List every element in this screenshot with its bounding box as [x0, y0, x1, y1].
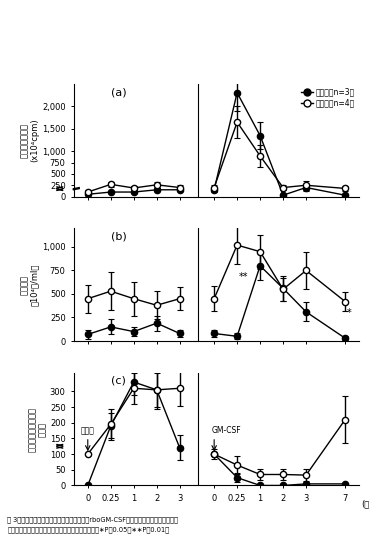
Y-axis label: 乳汁化学発光能
(x10⁴cpm): 乳汁化学発光能 (x10⁴cpm)	[20, 118, 39, 162]
Text: GM-CSF: GM-CSF	[212, 426, 242, 435]
Text: *: *	[346, 308, 351, 318]
Text: 体細胞数及びブ菌生残率の変化（両群間の有意差：∗P＜0.05，∗∗P＜0.01）: 体細胞数及びブ菌生残率の変化（両群間の有意差：∗P＜0.05，∗∗P＜0.01）	[7, 526, 169, 533]
Text: (b): (b)	[111, 232, 127, 242]
Legend: 短期群（n=3）, 長期群（n=4）: 短期群（n=3）, 長期群（n=4）	[301, 88, 355, 108]
Y-axis label: 体細胞数
（10⁴個/ml）: 体細胞数 （10⁴個/ml）	[20, 263, 39, 306]
Text: (c): (c)	[111, 376, 126, 386]
Text: **: **	[238, 272, 248, 282]
Text: (a): (a)	[111, 87, 127, 97]
Text: 対照液: 対照液	[81, 426, 95, 435]
Text: (日): (日)	[362, 499, 370, 508]
Y-axis label: ブドウ球菌の生残率
（％）: ブドウ球菌の生残率 （％）	[28, 407, 47, 451]
Text: 図 3．潜在性乳房炎罹患乳房への対照液及びrboGM-CSF投与に伴う乳汁化学発光能、: 図 3．潜在性乳房炎罹患乳房への対照液及びrboGM-CSF投与に伴う乳汁化学発…	[7, 517, 178, 523]
